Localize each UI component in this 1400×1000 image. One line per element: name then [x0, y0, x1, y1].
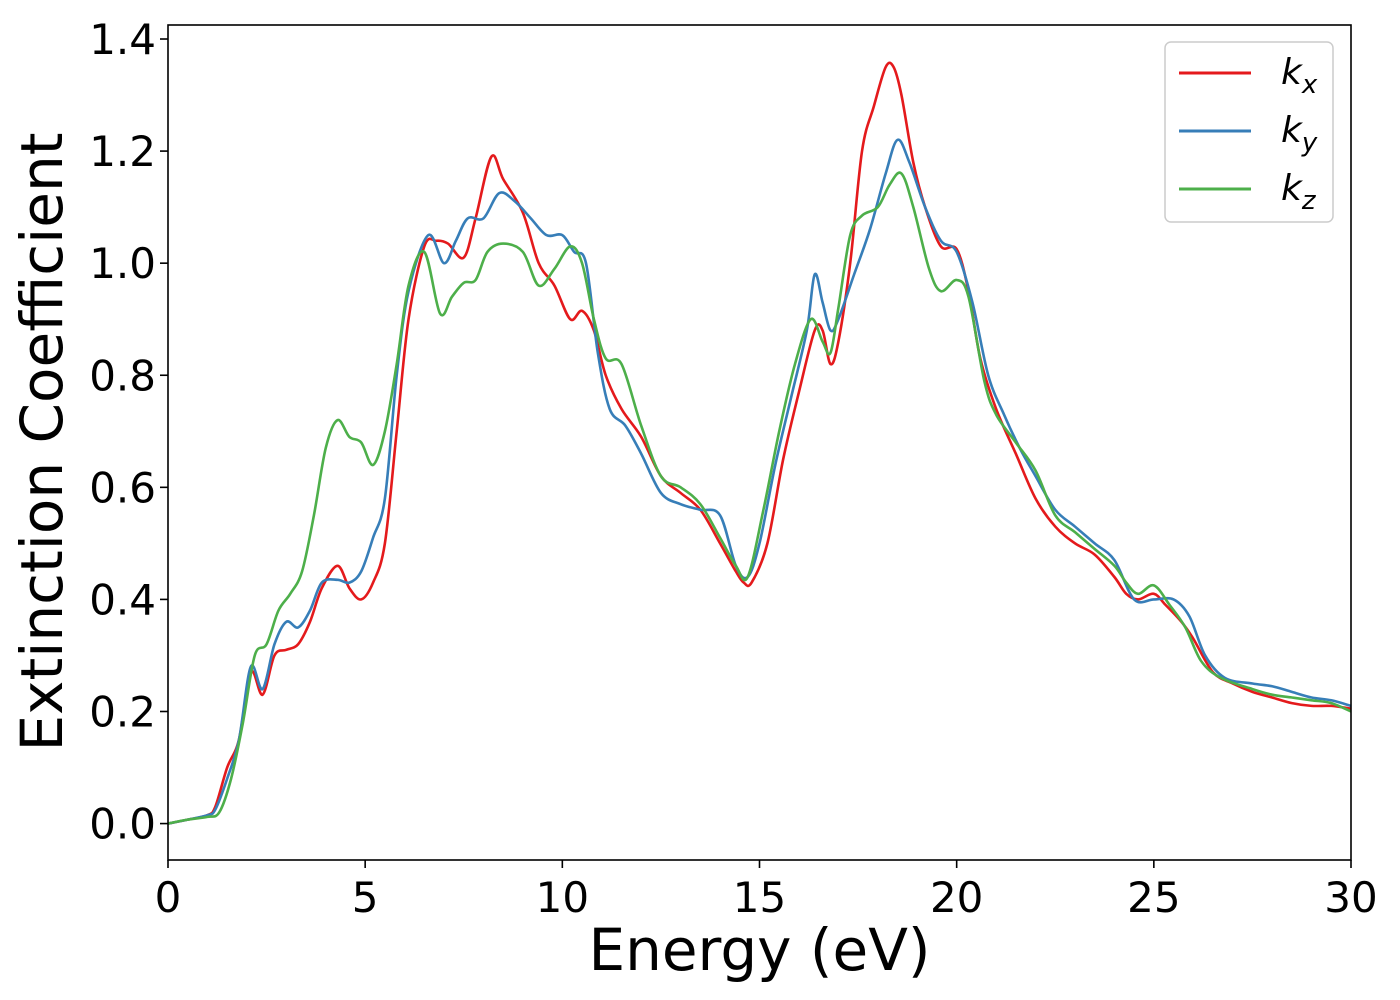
x-tick-label: 30: [1324, 873, 1377, 922]
x-tick-label: 0: [155, 873, 182, 922]
x-tick-label: 5: [352, 873, 379, 922]
legend-label-subscript: x: [1301, 70, 1318, 100]
legend-label-base: k: [1281, 52, 1304, 93]
x-axis-ticks: 0 5 10 15 20 25 30: [155, 860, 1378, 922]
legend-label-subscript: z: [1301, 186, 1317, 216]
series-lines: [167, 61, 1352, 825]
legend-label-base: k: [1281, 168, 1304, 209]
x-tick-label: 20: [930, 873, 983, 922]
series-line-y: [167, 138, 1352, 825]
x-tick-label: 15: [733, 873, 786, 922]
y-tick-label: 0.8: [89, 351, 156, 400]
legend-label-z: kz: [1281, 168, 1317, 216]
x-tick-label: 10: [536, 873, 589, 922]
y-tick-label: 0.4: [89, 575, 156, 624]
y-tick-label: 0.2: [89, 687, 156, 736]
y-tick-label: 1.0: [89, 239, 156, 288]
legend-label-y: ky: [1281, 110, 1318, 158]
y-tick-label: 0.0: [89, 800, 156, 849]
legend-label-x: kx: [1281, 52, 1318, 100]
plot-area: [168, 25, 1351, 860]
legend-label-subscript: y: [1301, 128, 1318, 158]
series-line-x: [167, 61, 1352, 825]
y-tick-label: 0.6: [89, 463, 156, 512]
legend-label-base: k: [1281, 110, 1304, 151]
y-tick-label: 1.2: [89, 127, 156, 176]
x-tick-label: 25: [1127, 873, 1180, 922]
y-axis-ticks: 0.0 0.2 0.4 0.6 0.8 1.0 1.2 1.4: [89, 15, 168, 849]
y-tick-label: 1.4: [89, 15, 156, 64]
y-axis-label: Extinction Coefficient: [8, 133, 76, 752]
series-line-z: [167, 171, 1352, 825]
x-axis-label: Energy (eV): [588, 916, 930, 984]
